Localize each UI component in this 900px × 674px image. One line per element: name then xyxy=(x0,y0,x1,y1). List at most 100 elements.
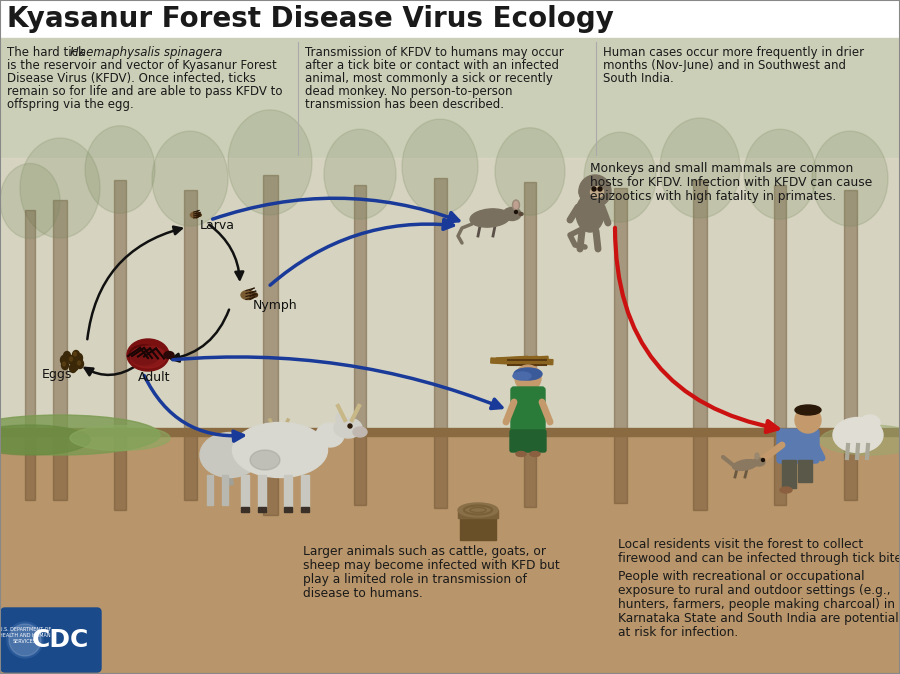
Bar xyxy=(222,475,228,505)
Bar xyxy=(25,210,35,500)
Bar xyxy=(284,507,292,512)
Text: Monkeys and small mammals are common: Monkeys and small mammals are common xyxy=(590,162,853,175)
Bar xyxy=(184,190,197,500)
Ellipse shape xyxy=(191,212,200,218)
Circle shape xyxy=(598,187,602,191)
Bar xyxy=(241,507,249,512)
Ellipse shape xyxy=(860,415,880,431)
Text: Larger animals such as cattle, goats, or: Larger animals such as cattle, goats, or xyxy=(303,545,546,558)
Ellipse shape xyxy=(61,361,68,369)
Bar xyxy=(782,460,796,488)
Text: Adult: Adult xyxy=(138,371,170,384)
Bar xyxy=(491,358,523,365)
Text: Disease Virus (KFDV). Once infected, ticks: Disease Virus (KFDV). Once infected, tic… xyxy=(7,72,256,85)
Ellipse shape xyxy=(76,359,84,369)
Ellipse shape xyxy=(334,418,362,438)
Text: remain so for life and are able to pass KFDV to: remain so for life and are able to pass … xyxy=(7,85,283,98)
Ellipse shape xyxy=(0,415,160,455)
Circle shape xyxy=(7,622,43,658)
FancyBboxPatch shape xyxy=(511,387,545,438)
Text: CDC: CDC xyxy=(32,628,89,652)
Ellipse shape xyxy=(62,362,66,366)
Bar xyxy=(524,182,536,507)
Ellipse shape xyxy=(590,187,604,197)
Text: Transmission of KFDV to humans may occur: Transmission of KFDV to humans may occur xyxy=(305,46,563,59)
Text: hosts for KFDV. Infection with KFDV can cause: hosts for KFDV. Infection with KFDV can … xyxy=(590,176,872,189)
Ellipse shape xyxy=(512,200,519,210)
Ellipse shape xyxy=(579,188,585,196)
Ellipse shape xyxy=(74,352,76,356)
Bar xyxy=(798,460,812,482)
Text: U.S. DEPARTMENT OF
HEALTH AND HUMAN
SERVICES: U.S. DEPARTMENT OF HEALTH AND HUMAN SERV… xyxy=(0,627,51,644)
Ellipse shape xyxy=(530,452,540,456)
Ellipse shape xyxy=(200,433,260,477)
Text: epizootics with high fatality in primates.: epizootics with high fatality in primate… xyxy=(590,190,836,203)
Ellipse shape xyxy=(130,346,166,368)
Text: Karnataka State and South India are potentially: Karnataka State and South India are pote… xyxy=(618,612,900,625)
Bar xyxy=(0,38,900,158)
Text: Larva: Larva xyxy=(200,219,235,232)
Ellipse shape xyxy=(69,363,76,373)
Bar xyxy=(434,178,447,508)
Ellipse shape xyxy=(241,290,255,299)
Ellipse shape xyxy=(129,345,159,365)
Ellipse shape xyxy=(69,357,73,361)
Ellipse shape xyxy=(270,433,290,448)
Text: exposure to rural and outdoor settings (e.g.,: exposure to rural and outdoor settings (… xyxy=(618,584,891,597)
Ellipse shape xyxy=(336,412,344,424)
FancyBboxPatch shape xyxy=(777,429,819,463)
Text: South India.: South India. xyxy=(603,72,674,85)
Ellipse shape xyxy=(584,132,656,222)
Bar xyxy=(301,507,309,512)
Ellipse shape xyxy=(753,458,765,466)
Bar xyxy=(693,180,707,510)
Bar xyxy=(0,430,900,674)
Text: is the reservoir and vector of Kyasanur Forest: is the reservoir and vector of Kyasanur … xyxy=(7,59,277,72)
Ellipse shape xyxy=(316,423,344,447)
Text: sheep may become infected with KFD but: sheep may become infected with KFD but xyxy=(303,559,560,572)
Text: offspring via the egg.: offspring via the egg. xyxy=(7,98,134,111)
Ellipse shape xyxy=(64,352,70,361)
Ellipse shape xyxy=(755,453,759,459)
Ellipse shape xyxy=(514,368,542,380)
FancyBboxPatch shape xyxy=(510,430,546,452)
Ellipse shape xyxy=(324,129,396,219)
Ellipse shape xyxy=(164,352,174,359)
Ellipse shape xyxy=(20,138,100,238)
Bar xyxy=(284,475,292,510)
Text: after a tick bite or contact with an infected: after a tick bite or contact with an inf… xyxy=(305,59,559,72)
FancyBboxPatch shape xyxy=(1,608,101,672)
Bar xyxy=(242,475,248,505)
Ellipse shape xyxy=(470,209,510,227)
Ellipse shape xyxy=(232,423,328,477)
Bar xyxy=(0,0,900,38)
Bar xyxy=(510,358,543,365)
Bar xyxy=(301,475,309,510)
Ellipse shape xyxy=(516,452,526,456)
Text: at risk for infection.: at risk for infection. xyxy=(618,626,738,639)
Ellipse shape xyxy=(0,425,90,455)
Circle shape xyxy=(348,424,352,428)
Ellipse shape xyxy=(152,131,228,226)
Bar xyxy=(774,185,786,505)
Ellipse shape xyxy=(198,214,202,216)
Bar xyxy=(0,428,900,436)
Bar xyxy=(0,158,900,508)
Text: The hard tick: The hard tick xyxy=(7,46,88,59)
Text: hunters, farmers, people making charcoal) in: hunters, farmers, people making charcoal… xyxy=(618,598,895,611)
Bar xyxy=(496,357,528,363)
Ellipse shape xyxy=(127,339,169,371)
Text: animal, most commonly a sick or recently: animal, most commonly a sick or recently xyxy=(305,72,553,85)
Bar xyxy=(506,357,538,363)
Circle shape xyxy=(761,458,764,462)
Text: firewood and can be infected through tick bites.: firewood and can be infected through tic… xyxy=(618,552,900,565)
Circle shape xyxy=(795,407,821,433)
Text: Human cases occur more frequently in drier: Human cases occur more frequently in dri… xyxy=(603,46,864,59)
Ellipse shape xyxy=(0,164,60,239)
Text: Haemaphysalis spinagera: Haemaphysalis spinagera xyxy=(70,46,222,59)
Text: People with recreational or occupational: People with recreational or occupational xyxy=(618,570,865,583)
Ellipse shape xyxy=(68,355,76,365)
Circle shape xyxy=(9,624,41,656)
Ellipse shape xyxy=(73,350,79,359)
Text: months (Nov-June) and in Southwest and: months (Nov-June) and in Southwest and xyxy=(603,59,846,72)
